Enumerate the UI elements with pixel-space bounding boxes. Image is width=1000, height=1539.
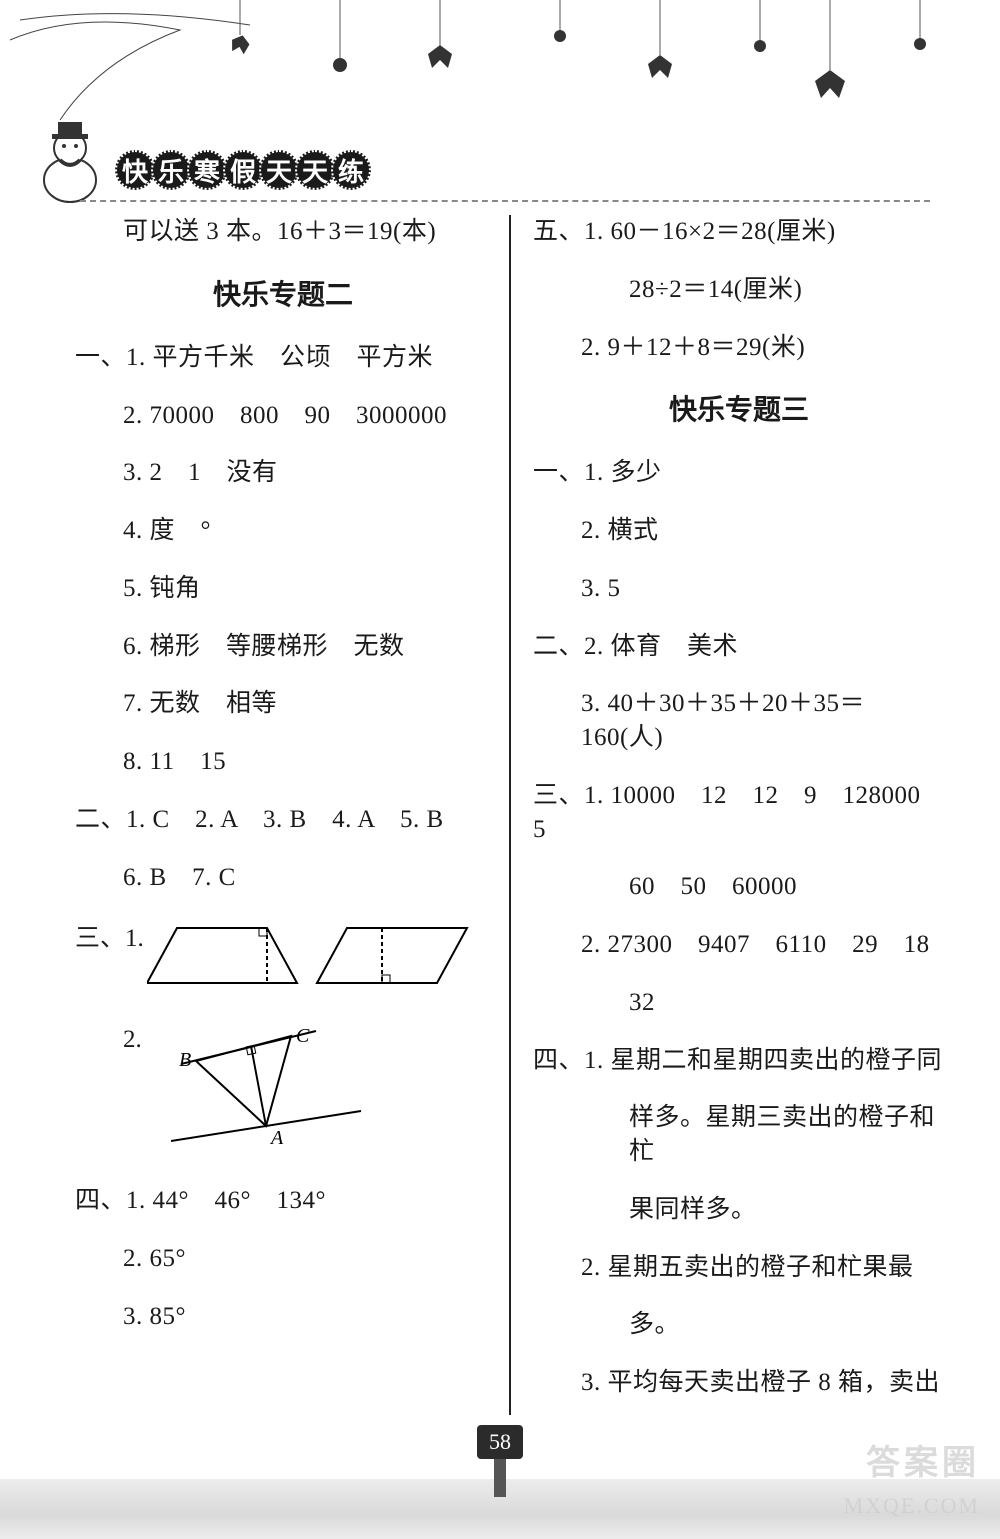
text-line: 一、1. 平方千米 公顷 平方米 xyxy=(75,341,491,375)
text-line: 4. 度 ° xyxy=(75,514,491,548)
title-char: 天 xyxy=(259,150,299,190)
text-line: 2. 星期五卖出的橙子和杧果最 xyxy=(533,1251,945,1285)
text-line: 28÷2＝14(厘米) xyxy=(533,273,945,307)
header-dash-line xyxy=(80,200,930,202)
text-line: 5. 钝角 xyxy=(75,572,491,606)
title-char: 假 xyxy=(223,150,263,190)
page-number-wrap: 58 xyxy=(0,1425,1000,1459)
content-columns: 可以送 3 本。16＋3＝19(本) 快乐专题二 一、1. 平方千米 公顷 平方… xyxy=(75,215,945,1415)
page-number: 58 xyxy=(477,1425,523,1459)
triangle-lines-svg: B C A xyxy=(171,1026,371,1156)
title-char: 寒 xyxy=(187,150,227,190)
text-line: 四、1. 44° 46° 134° xyxy=(75,1184,491,1218)
title-char: 快 xyxy=(115,150,155,190)
text-line: 6. B 7. C xyxy=(75,861,491,895)
text-line: 8. 11 15 xyxy=(75,745,491,779)
left-column: 可以送 3 本。16＋3＝19(本) 快乐专题二 一、1. 平方千米 公顷 平方… xyxy=(75,215,509,1415)
text-line: 60 50 60000 xyxy=(533,870,945,904)
text-line: 3. 85° xyxy=(75,1300,491,1334)
text-line: 多。 xyxy=(533,1308,945,1342)
text-line: 2. 70000 800 90 3000000 xyxy=(75,399,491,433)
snowman-icon xyxy=(30,110,110,205)
figure-row-1: 三、1. xyxy=(75,918,491,998)
text-line: 3. 2 1 没有 xyxy=(75,456,491,490)
svg-text:C: C xyxy=(296,1026,310,1047)
page: 快 乐 寒 假 天 天 练 可以送 3 本。16＋3＝19(本) 快乐专题二 一… xyxy=(0,0,1000,1539)
text-line: 三、1. 10000 12 12 9 128000 5 xyxy=(533,779,945,847)
text-line: 二、1. C 2. A 3. B 4. A 5. B xyxy=(75,803,491,837)
text-line: 7. 无数 相等 xyxy=(75,687,491,721)
text-line: 可以送 3 本。16＋3＝19(本) xyxy=(75,215,491,249)
figure-label: 三、1. xyxy=(75,918,147,954)
text-line: 2. 27300 9407 6110 29 18 xyxy=(533,928,945,962)
text-line: 2. 65° xyxy=(75,1242,491,1276)
text-line: 样多。星期三卖出的橙子和杧 xyxy=(533,1101,945,1169)
svg-text:A: A xyxy=(269,1127,284,1149)
text-line: 五、1. 60－16×2＝28(厘米) xyxy=(533,215,945,249)
title-char: 练 xyxy=(331,150,371,190)
right-column: 五、1. 60－16×2＝28(厘米) 28÷2＝14(厘米) 2. 9＋12＋… xyxy=(511,215,945,1415)
text-line: 3. 平均每天卖出橙子 8 箱，卖出 xyxy=(533,1366,945,1400)
watermark-text: 答案圈 xyxy=(866,1435,980,1484)
figure-label: 2. xyxy=(75,1026,171,1054)
section-title: 快乐专题三 xyxy=(533,388,945,428)
text-line: 四、1. 星期二和星期四卖出的橙子同 xyxy=(533,1044,945,1078)
text-line: 2. 横式 xyxy=(533,514,945,548)
text-line: 6. 梯形 等腰梯形 无数 xyxy=(75,630,491,664)
text-line: 二、2. 体育 美术 xyxy=(533,630,945,664)
text-line: 果同样多。 xyxy=(533,1193,945,1227)
watermark-url: MXQE.COM xyxy=(844,1493,980,1519)
title-char: 天 xyxy=(295,150,335,190)
title-bar: 快 乐 寒 假 天 天 练 xyxy=(115,150,367,190)
figure-row-2: 2. B C A xyxy=(75,1026,491,1156)
text-line: 2. 9＋12＋8＝29(米) xyxy=(533,331,945,365)
text-line: 3. 5 xyxy=(533,572,945,606)
trapezoid-parallelogram-svg xyxy=(147,918,477,998)
section-title: 快乐专题二 xyxy=(75,273,491,313)
text-line: 一、1. 多少 xyxy=(533,456,945,490)
svg-text:B: B xyxy=(179,1049,191,1071)
text-line: 3. 40＋30＋35＋20＋35＝160(人) xyxy=(533,687,945,755)
title-char: 乐 xyxy=(151,150,191,190)
text-line: 32 xyxy=(533,986,945,1020)
